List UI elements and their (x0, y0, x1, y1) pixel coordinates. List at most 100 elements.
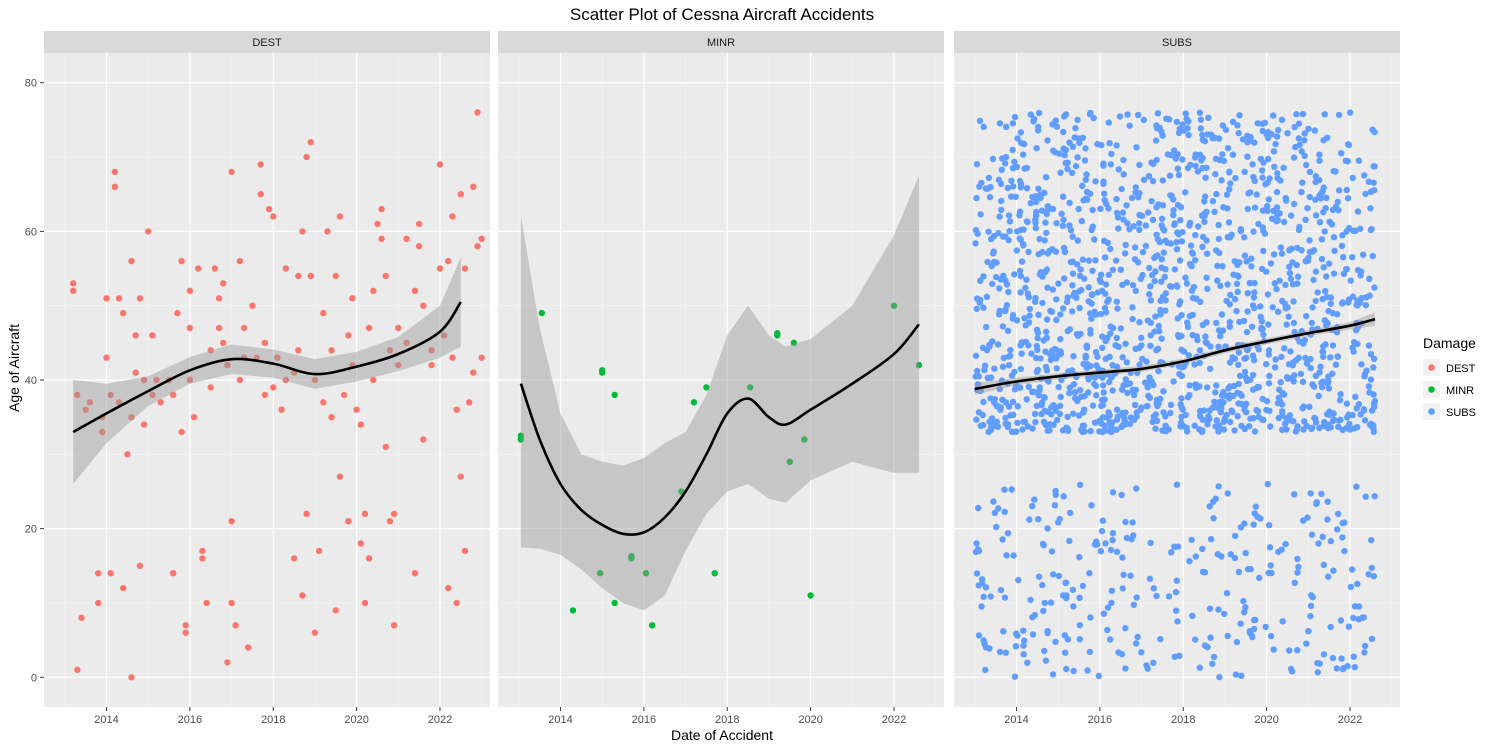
data-point (1182, 274, 1189, 281)
data-point (311, 376, 319, 384)
data-point (981, 640, 988, 647)
data-point (1215, 327, 1223, 334)
data-point (1215, 221, 1222, 229)
data-point (1107, 426, 1115, 433)
data-point (1330, 410, 1337, 417)
data-point (74, 391, 81, 399)
data-point (1100, 389, 1107, 396)
data-point (1327, 300, 1335, 307)
data-point (1041, 599, 1049, 607)
data-point (1102, 540, 1109, 547)
data-point (1097, 310, 1105, 318)
data-point (1367, 205, 1374, 212)
data-point (973, 540, 980, 547)
data-point (991, 509, 999, 517)
data-point (1286, 247, 1293, 254)
data-point (1241, 368, 1249, 376)
data-point (996, 311, 1003, 318)
data-point (1250, 616, 1258, 624)
data-point (1329, 370, 1336, 377)
data-point (1101, 304, 1109, 312)
data-point (390, 622, 398, 629)
data-point (1098, 527, 1106, 535)
data-point (128, 674, 135, 681)
data-point (1088, 226, 1095, 234)
data-point (1008, 372, 1016, 379)
data-point (382, 443, 389, 451)
data-point (1011, 673, 1019, 680)
data-point (1109, 266, 1117, 273)
data-point (1083, 188, 1091, 196)
data-point (1347, 109, 1354, 116)
data-point (987, 395, 994, 402)
data-point (1264, 202, 1271, 210)
data-point (1038, 399, 1046, 406)
data-point (1154, 252, 1161, 259)
x-tick-label: 2016 (632, 714, 656, 726)
strip-background (954, 31, 1400, 53)
data-point (1076, 594, 1083, 601)
data-point (1369, 252, 1377, 260)
data-point (1273, 133, 1281, 140)
data-point (1310, 276, 1317, 284)
x-tick-label: 2016 (1088, 714, 1112, 726)
data-point (1287, 212, 1295, 219)
data-point (1352, 393, 1359, 400)
data-point (1318, 490, 1325, 498)
data-point (1082, 176, 1090, 183)
data-point (1279, 426, 1286, 433)
data-point (1210, 653, 1218, 661)
data-point (1113, 426, 1120, 433)
data-point (1055, 572, 1063, 580)
points-dest (70, 109, 485, 681)
data-point (1174, 618, 1181, 625)
data-point (974, 367, 981, 375)
data-point (178, 257, 185, 265)
data-point (1368, 407, 1376, 414)
data-point (1258, 318, 1266, 325)
data-point (1196, 347, 1204, 354)
data-point (1173, 481, 1181, 488)
data-point (1251, 139, 1258, 146)
data-point (1060, 305, 1067, 312)
data-point (1223, 590, 1231, 597)
data-point (1293, 111, 1300, 118)
data-point (1330, 270, 1338, 277)
data-point (1260, 331, 1267, 338)
data-point (1279, 412, 1286, 419)
data-point (1354, 208, 1362, 215)
data-point (1207, 343, 1214, 350)
data-point (1267, 562, 1274, 569)
data-point (975, 504, 982, 512)
data-point (1295, 563, 1302, 571)
data-point (1113, 195, 1120, 203)
data-point (1106, 140, 1113, 147)
data-point (1048, 548, 1056, 555)
data-point (307, 139, 314, 146)
data-point (1290, 319, 1298, 327)
data-point (984, 258, 991, 266)
data-point (1084, 196, 1091, 203)
data-point (1153, 592, 1160, 600)
data-point (1002, 399, 1010, 406)
data-point (973, 305, 980, 312)
data-point (1353, 483, 1360, 490)
data-point (1106, 353, 1113, 360)
data-point (1138, 649, 1145, 656)
data-point (1120, 156, 1127, 164)
data-point (1171, 220, 1179, 227)
data-point (1221, 415, 1229, 422)
data-point (1355, 616, 1362, 623)
data-point (1027, 111, 1035, 118)
data-point (1085, 298, 1092, 305)
data-point (1098, 402, 1105, 410)
data-point (1233, 307, 1240, 315)
data-point (1327, 623, 1334, 631)
data-point (1227, 551, 1234, 558)
data-point (1199, 243, 1206, 250)
data-point (1254, 407, 1262, 415)
data-point (1316, 219, 1324, 226)
data-point (1370, 355, 1378, 363)
data-point (1001, 594, 1009, 601)
data-point (1050, 571, 1057, 578)
